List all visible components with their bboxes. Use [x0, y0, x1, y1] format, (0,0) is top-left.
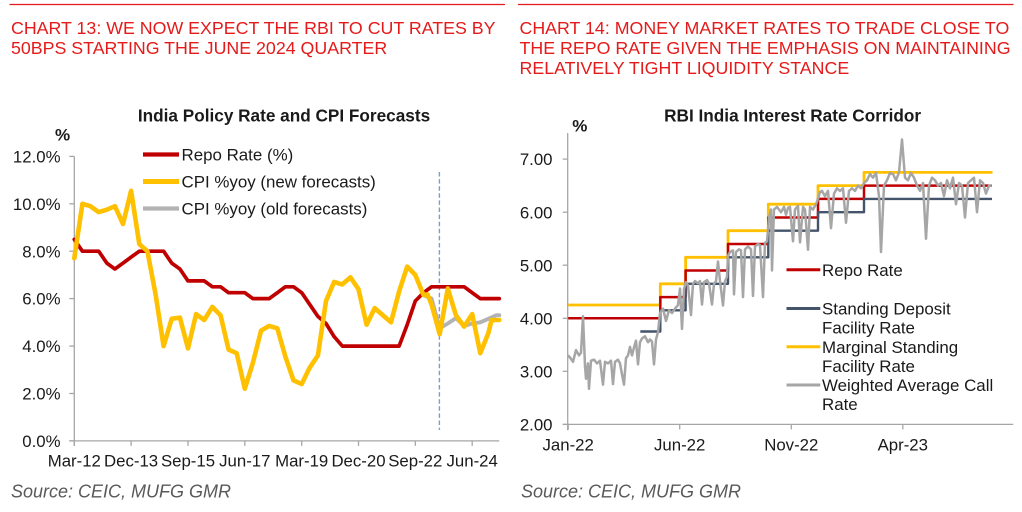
svg-text:Jun-22: Jun-22: [654, 435, 705, 454]
svg-text:CPI %yoy (new forecasts): CPI %yoy (new forecasts): [182, 173, 376, 192]
svg-text:4.0%: 4.0%: [22, 337, 60, 356]
svg-text:7.00: 7.00: [520, 150, 553, 169]
svg-text:Apr-23: Apr-23: [878, 435, 928, 454]
svg-text:Repo Rate (%): Repo Rate (%): [182, 146, 294, 165]
svg-text:RBI India Interest Rate Corrid: RBI India Interest Rate Corridor: [664, 105, 921, 125]
svg-text:5.00: 5.00: [520, 256, 553, 275]
svg-text:Mar-19: Mar-19: [275, 451, 328, 470]
svg-text:CHART 14: MONEY MARKET RATES T: CHART 14: MONEY MARKET RATES TO TRADE CL…: [520, 18, 1011, 78]
svg-text:Jun-17: Jun-17: [219, 451, 270, 470]
svg-text:10.0%: 10.0%: [13, 195, 61, 214]
svg-text:2.00: 2.00: [520, 416, 553, 435]
svg-text:Jun-24: Jun-24: [447, 451, 498, 470]
svg-text:12.0%: 12.0%: [13, 148, 61, 167]
svg-text:Nov-22: Nov-22: [764, 435, 818, 454]
svg-text:2.0%: 2.0%: [22, 385, 60, 404]
svg-text:Sep-22: Sep-22: [388, 451, 442, 470]
svg-text:Sep-15: Sep-15: [161, 451, 215, 470]
svg-text:India Policy Rate and CPI Fore: India Policy Rate and CPI Forecasts: [138, 105, 430, 125]
svg-text:%: %: [572, 117, 587, 136]
svg-text:Source: CEIC, MUFG GMR: Source: CEIC, MUFG GMR: [11, 482, 231, 502]
svg-text:Dec-13: Dec-13: [104, 451, 158, 470]
svg-text:4.00: 4.00: [520, 309, 553, 328]
svg-text:0.0%: 0.0%: [22, 432, 60, 451]
svg-text:6.00: 6.00: [520, 203, 553, 222]
svg-text:8.0%: 8.0%: [22, 242, 60, 261]
svg-text:6.0%: 6.0%: [22, 290, 60, 309]
svg-text:Source: CEIC, MUFG GMR: Source: CEIC, MUFG GMR: [521, 482, 741, 502]
svg-text:Jan-22: Jan-22: [543, 435, 594, 454]
svg-text:%: %: [55, 126, 70, 145]
svg-text:Repo Rate: Repo Rate: [822, 261, 903, 280]
svg-text:3.00: 3.00: [520, 362, 553, 381]
svg-text:CPI %yoy (old forecasts): CPI %yoy (old forecasts): [182, 200, 368, 219]
svg-text:Dec-20: Dec-20: [331, 451, 385, 470]
svg-text:Mar-12: Mar-12: [48, 451, 101, 470]
